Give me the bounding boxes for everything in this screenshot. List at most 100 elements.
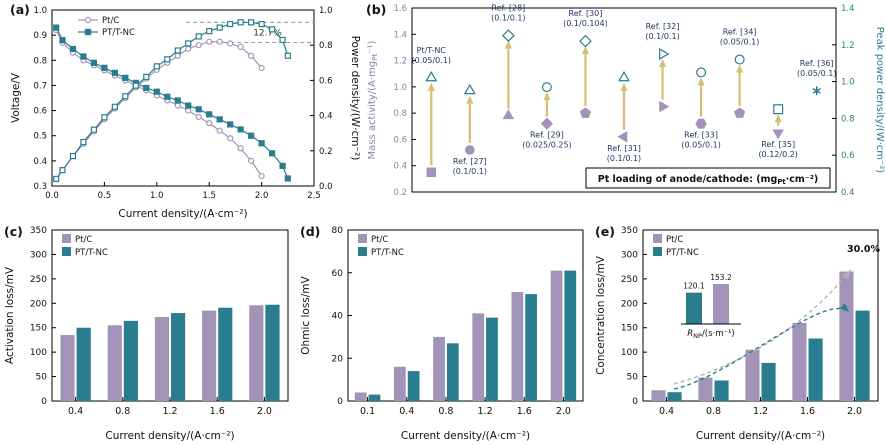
svg-text:Power density/(W·cm⁻²): Power density/(W·cm⁻²) (349, 36, 360, 161)
svg-text:0.4: 0.4 (33, 157, 47, 167)
svg-text:(0.1/0.104): (0.1/0.104) (563, 19, 608, 28)
svg-text:(0.1/0.1): (0.1/0.1) (491, 14, 525, 23)
bars-pt-t-nc (667, 310, 870, 401)
svg-text:153.2: 153.2 (710, 273, 732, 282)
svg-text:0.8: 0.8 (319, 41, 333, 51)
svg-text:2.5: 2.5 (307, 191, 321, 201)
svg-text:250: 250 (621, 275, 638, 285)
panel-e-concentration-loss: 0 50 100 150 200 250 300 350 0.4 0.8 1.2 1.6 2.0 Curr… (591, 222, 886, 445)
svg-text:0.0: 0.0 (319, 182, 333, 192)
svg-text:0.6: 0.6 (393, 135, 407, 145)
svg-text:200: 200 (30, 299, 47, 309)
svg-text:350: 350 (621, 226, 638, 236)
bars-pt-c (354, 270, 563, 401)
rnp-inset: 120.1 153.2 RNP/(s·m⁻¹) (681, 273, 741, 340)
svg-text:0.8: 0.8 (706, 406, 721, 417)
panel-d-chart: 0 20 40 60 80 0.1 0.4 0.8 1.2 1.6 2.0 Current densi… (300, 226, 584, 442)
svg-text:300: 300 (30, 250, 47, 260)
series-pt-t-nc-power (53, 19, 291, 183)
ref-entry-2: Ref. [28](0.1/0.1) (491, 4, 526, 120)
svg-text:PT/T-NC: PT/T-NC (75, 248, 108, 258)
svg-text:(0.05/0.1): (0.05/0.1) (797, 69, 836, 78)
svg-text:0.5: 0.5 (98, 191, 112, 201)
bars-pt-t-nc (76, 304, 280, 401)
svg-text:Ohmic loss/mV: Ohmic loss/mV (300, 275, 312, 354)
svg-text:(0.05/0.1): (0.05/0.1) (412, 56, 451, 65)
svg-text:Ref. [34]: Ref. [34] (723, 28, 757, 37)
svg-text:80: 80 (332, 226, 344, 236)
svg-text:2.0: 2.0 (255, 191, 269, 201)
ref-entry-9: Ref. [35](0.12/0.2) (758, 104, 798, 159)
svg-text:(0.12/0.2): (0.12/0.2) (758, 150, 797, 159)
svg-text:1.0: 1.0 (150, 191, 164, 201)
svg-text:250: 250 (30, 275, 47, 285)
svg-text:Current density/(A·cm⁻²): Current density/(A·cm⁻²) (118, 208, 247, 220)
svg-text:1.2: 1.2 (162, 406, 177, 417)
ref-entry-0: Pt/T-NC(0.05/0.1) (412, 46, 451, 178)
svg-text:1.0: 1.0 (319, 6, 333, 16)
svg-text:0.9: 0.9 (33, 31, 47, 41)
ref-entry-5: Ref. [31](0.1/0.1) (607, 70, 641, 163)
svg-text:0.4: 0.4 (399, 406, 414, 417)
svg-text:0.4: 0.4 (68, 406, 83, 417)
svg-text:0.8: 0.8 (393, 109, 407, 119)
svg-text:Pt/C: Pt/C (75, 235, 92, 245)
svg-text:Pt loading of anode/cathode: (: Pt loading of anode/cathode: (mgPt·cm⁻²) (598, 174, 819, 186)
svg-text:0.8: 0.8 (33, 56, 47, 66)
svg-text:(0.05/0.1): (0.05/0.1) (720, 38, 759, 47)
svg-text:1.4: 1.4 (841, 4, 855, 14)
svg-text:150: 150 (621, 324, 638, 334)
svg-text:1.2: 1.2 (753, 406, 768, 417)
svg-text:0.4: 0.4 (319, 112, 333, 122)
svg-text:Concentration loss/mV: Concentration loss/mV (595, 255, 607, 375)
svg-text:0.8: 0.8 (438, 406, 453, 417)
bars-pt-c (651, 271, 854, 401)
svg-text:Ref. [28]: Ref. [28] (491, 4, 525, 13)
svg-text:0: 0 (41, 397, 47, 407)
svg-text:0.2: 0.2 (319, 147, 333, 157)
svg-text:300: 300 (621, 250, 638, 260)
ref-entry-4: Ref. [30](0.1/0.104) (563, 9, 608, 118)
svg-text:0.6: 0.6 (841, 151, 855, 161)
svg-text:Pt/C: Pt/C (666, 235, 683, 245)
svg-text:1.2: 1.2 (393, 57, 407, 67)
svg-text:0: 0 (337, 397, 343, 407)
svg-text:Ref. [30]: Ref. [30] (569, 9, 603, 18)
svg-text:(0.1/0.1): (0.1/0.1) (645, 32, 679, 41)
svg-text:2.0: 2.0 (556, 406, 571, 417)
svg-text:2.0: 2.0 (847, 406, 862, 417)
panel-c-chart: 0 50 100 150 200 250 300 350 0.4 0.8 1.2 1.6 2.0 Curr… (4, 226, 289, 442)
bars-pt-c (60, 305, 264, 401)
svg-text:Pt/C: Pt/C (102, 16, 119, 26)
svg-text:(0.1/0.1): (0.1/0.1) (453, 167, 487, 176)
svg-text:1.6: 1.6 (210, 406, 225, 417)
svg-text:Ref. [29]: Ref. [29] (530, 131, 564, 140)
svg-text:Current density/(A·cm⁻²): Current density/(A·cm⁻²) (105, 430, 234, 442)
svg-text:0.1: 0.1 (360, 406, 375, 417)
panel-d-ohmic-loss: 0 20 40 60 80 0.1 0.4 0.8 1.2 1.6 2.0 Current densi… (296, 222, 591, 445)
svg-text:30.0%: 30.0% (847, 244, 880, 255)
svg-text:2.0: 2.0 (257, 406, 272, 417)
svg-text:100: 100 (30, 348, 47, 358)
panel-e-chart: 0 50 100 150 200 250 300 350 0.4 0.8 1.2 1.6 2.0 Curr… (595, 226, 880, 442)
svg-text:Mass activity/(A·mgPt⁻¹): Mass activity/(A·mgPt⁻¹) (367, 40, 379, 159)
svg-text:1.2: 1.2 (478, 406, 493, 417)
svg-text:0.4: 0.4 (659, 406, 674, 417)
svg-text:0.3: 0.3 (33, 182, 47, 192)
svg-text:350: 350 (30, 226, 47, 236)
svg-text:0.0: 0.0 (45, 191, 59, 201)
panel-b-literature-comparison: 0.2 0.4 0.6 0.8 1.0 1.2 1.4 1.6 0.4 0.6 0.8 1.0 1.2 1… (362, 0, 886, 222)
svg-text:Ref. [36]: Ref. [36] (800, 59, 834, 68)
ref-entry-7: Ref. [33](0.05/0.1) (681, 67, 721, 150)
svg-text:0.5: 0.5 (33, 132, 47, 142)
svg-text:(0.05/0.1): (0.05/0.1) (681, 141, 720, 150)
svg-text:1.6: 1.6 (517, 406, 532, 417)
svg-text:1.2: 1.2 (841, 41, 855, 51)
ref-entry-10: Ref. [36](0.05/0.1) (797, 59, 836, 96)
svg-text:60: 60 (332, 269, 344, 279)
svg-text:1.0: 1.0 (33, 6, 47, 16)
svg-text:40: 40 (332, 312, 344, 322)
svg-text:Peak power density/(W·cm⁻²): Peak power density/(W·cm⁻²) (874, 27, 885, 174)
svg-text:0.4: 0.4 (841, 188, 855, 198)
